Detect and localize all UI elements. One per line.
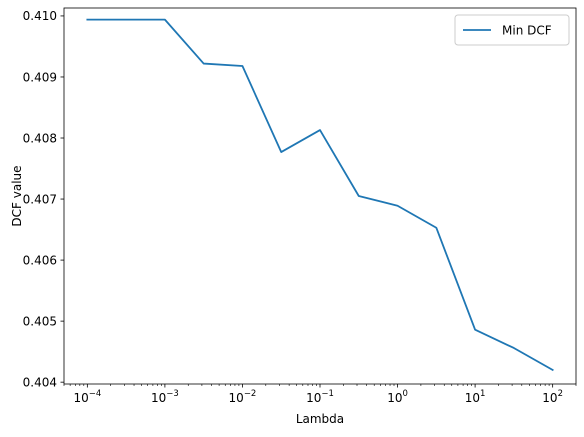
series-line-min-dcf [86, 18, 554, 372]
y-tick-label: 0.410 [23, 9, 57, 23]
legend-label-min-dcf: Min DCF [502, 24, 552, 38]
x-axis-ticks: 10−4 10−3 10−2 10−1 100 101 102 [63, 384, 577, 405]
y-tick-label: 0.409 [23, 70, 57, 84]
x-tick-label: 10−4 [73, 389, 101, 405]
legend: Min DCF [454, 14, 570, 46]
series-layer [86, 18, 554, 372]
y-tick-label: 0.406 [23, 253, 57, 267]
x-tick-label: 100 [387, 389, 408, 405]
y-tick-label: 0.404 [23, 375, 57, 389]
y-tick-label: 0.407 [23, 192, 57, 206]
legend-box [454, 14, 570, 46]
x-tick-label: 10−2 [229, 389, 257, 405]
x-tick-label: 102 [542, 389, 563, 405]
plot-frame [63, 7, 577, 385]
y-tick-label: 0.405 [23, 314, 57, 328]
y-axis-ticks: 0.404 0.405 0.406 0.407 0.408 0.409 0.410 [23, 9, 64, 389]
x-tick-label: 10−1 [306, 389, 334, 405]
y-tick-label: 0.408 [23, 131, 57, 145]
x-tick-label: 101 [465, 389, 486, 405]
plot-area [64, 8, 576, 384]
x-axis-label: Lambda [296, 412, 344, 426]
x-tick-label: 10−3 [151, 389, 179, 405]
y-axis-label: DCF value [10, 165, 24, 226]
